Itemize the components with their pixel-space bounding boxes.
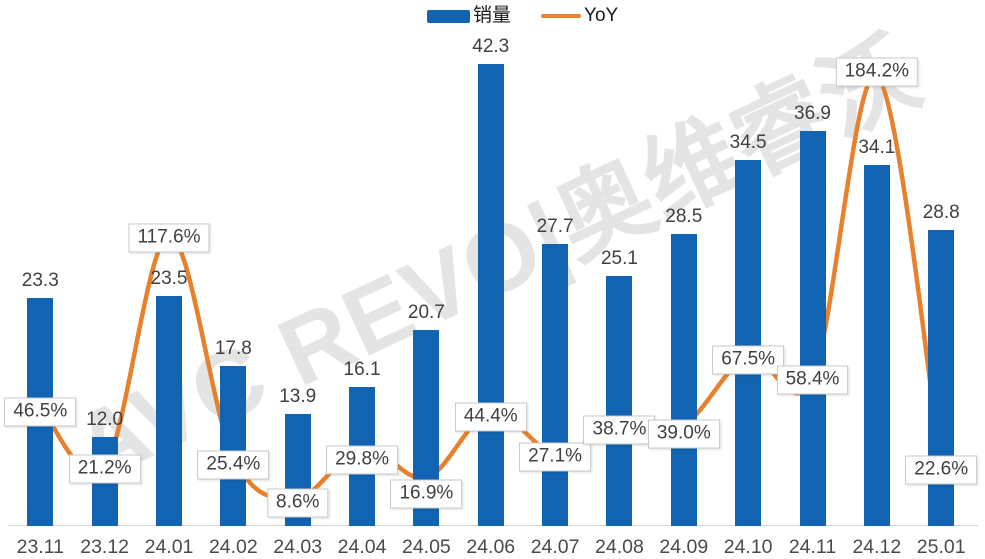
- bar-value-label: 23.5: [150, 267, 188, 289]
- x-axis-label: 23.12: [80, 536, 130, 558]
- x-axis-label: 24.06: [466, 536, 516, 558]
- yoy-data-label: 25.4%: [197, 450, 270, 480]
- sales-bar-24.12: [863, 165, 890, 526]
- yoy-data-label: 38.7%: [583, 415, 656, 445]
- chart-legend: 销量 YoY: [427, 5, 618, 27]
- yoy-data-label: 39.0%: [647, 419, 720, 449]
- bar-value-label: 13.9: [279, 385, 317, 407]
- legend-yoy-label: YoY: [584, 5, 619, 26]
- x-axis-label: 24.04: [337, 536, 387, 558]
- sales-bar-24.08: [606, 276, 633, 526]
- sales-bar-24.06: [477, 64, 504, 526]
- bar-value-label: 16.1: [343, 358, 381, 380]
- sales-bar-24.07: [542, 244, 569, 526]
- sales-bar-24.01: [156, 295, 182, 526]
- bar-value-label: 20.7: [407, 302, 445, 324]
- bar-value-label: 27.7: [536, 216, 574, 237]
- x-axis-label: 24.12: [852, 536, 902, 558]
- legend-line-swatch-icon: [541, 13, 582, 19]
- x-axis-label: 24.11: [788, 536, 837, 558]
- x-axis-label: 24.01: [144, 536, 194, 558]
- sales-bar-24.11: [799, 130, 826, 526]
- yoy-data-label: 58.4%: [776, 365, 849, 395]
- yoy-data-label: 27.1%: [519, 442, 592, 472]
- yoy-data-label: 117.6%: [128, 223, 210, 253]
- yoy-data-label: 16.9%: [390, 479, 463, 509]
- bar-value-label: 17.8: [214, 337, 252, 359]
- sales-bar-24.10: [735, 160, 762, 526]
- sales-bar-24.09: [670, 234, 697, 526]
- yoy-data-label: 29.8%: [326, 445, 398, 475]
- x-axis-label: 23.11: [16, 536, 64, 558]
- bar-value-label: 34.1: [858, 137, 896, 159]
- x-axis-label: 24.09: [659, 536, 709, 558]
- x-axis-label: 24.07: [530, 536, 580, 558]
- yoy-data-label: 22.6%: [905, 455, 978, 485]
- bar-value-label: 42.3: [472, 36, 510, 58]
- bar-value-label: 36.9: [794, 102, 831, 124]
- yoy-data-label: 44.4%: [454, 402, 527, 432]
- legend-sales-label: 销量: [473, 5, 512, 26]
- yoy-data-label: 46.5%: [4, 397, 77, 427]
- bar-value-label: 28.8: [922, 202, 960, 224]
- bar-value-label: 28.5: [665, 206, 703, 228]
- yoy-data-label: 184.2%: [835, 57, 919, 87]
- bar-value-label: 23.3: [21, 270, 59, 292]
- bar-value-label: 12.0: [86, 409, 124, 431]
- x-axis-label: 24.02: [208, 536, 258, 558]
- bar-value-label: 25.1: [600, 248, 638, 270]
- x-axis-label: 25.01: [916, 536, 966, 558]
- yoy-data-label: 67.5%: [712, 345, 785, 375]
- legend-bar-swatch-icon: [427, 9, 470, 23]
- sales-bar-24.02: [220, 365, 247, 526]
- x-axis-label: 24.03: [273, 536, 323, 558]
- x-axis-label: 24.10: [723, 536, 773, 558]
- x-axis-label: 24.08: [595, 536, 644, 558]
- x-axis-label: 24.05: [401, 536, 451, 558]
- bar-value-label: 34.5: [729, 132, 767, 154]
- yoy-data-label: 21.2%: [68, 454, 141, 484]
- yoy-data-label: 8.6%: [267, 488, 329, 518]
